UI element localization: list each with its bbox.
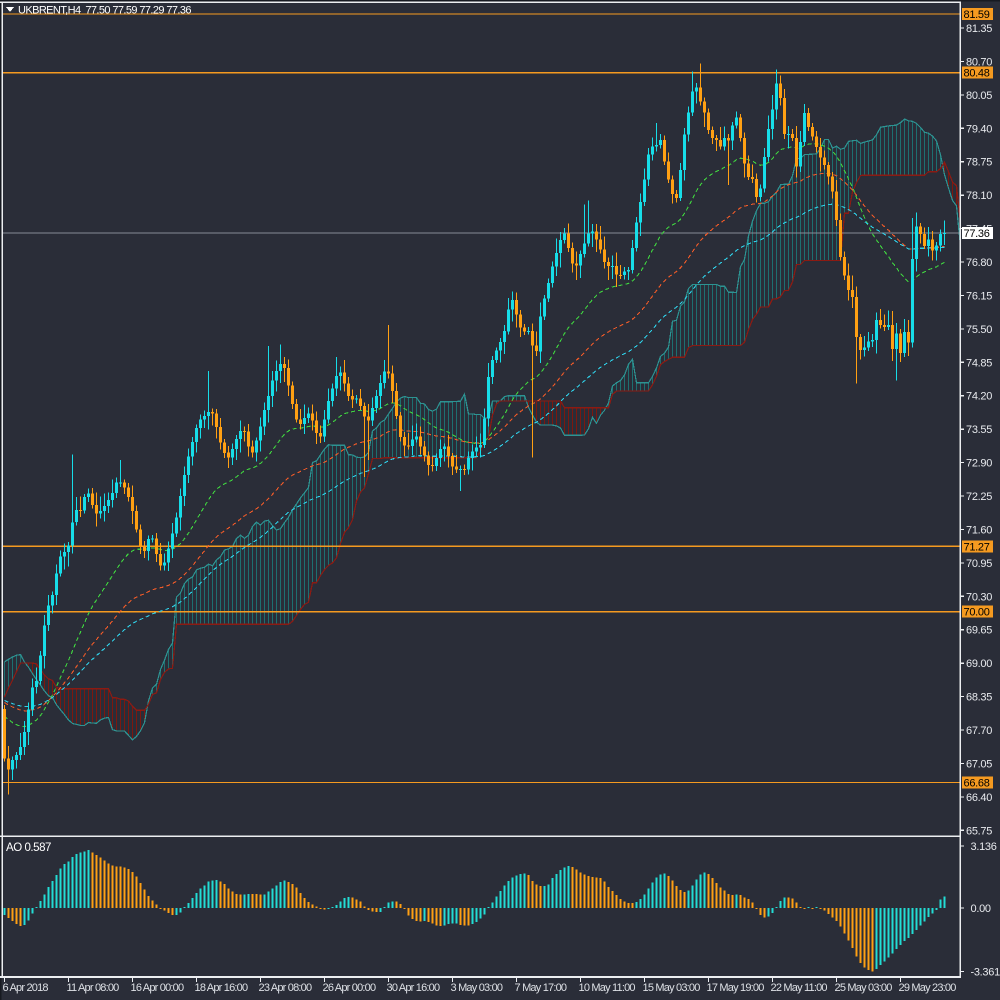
svg-text:UKBRENT,H4 77.50 77.59 77.29: UKBRENT,H4 77.50 77.59 77.29 77.36 [18,5,191,17]
svg-text:3 May 03:00: 3 May 03:00 [451,982,503,994]
svg-text:69.00: 69.00 [966,658,992,670]
svg-text:18 Apr 16:00: 18 Apr 16:00 [195,982,248,994]
svg-text:75.50: 75.50 [966,324,992,336]
svg-text:7 May 17:00: 7 May 17:00 [515,982,567,994]
svg-text:80.70: 80.70 [966,56,992,68]
svg-text:69.65: 69.65 [966,625,992,637]
svg-text:6 Apr 2018: 6 Apr 2018 [3,982,49,994]
svg-text:65.75: 65.75 [966,825,992,837]
svg-text:66.40: 66.40 [966,792,992,804]
svg-text:73.55: 73.55 [966,424,992,436]
svg-text:17 May 19:00: 17 May 19:00 [707,982,765,994]
svg-text:67.70: 67.70 [966,725,992,737]
svg-text:70.95: 70.95 [966,558,992,570]
svg-text:-3.361: -3.361 [971,967,1000,979]
svg-text:74.85: 74.85 [966,357,992,369]
svg-text:3.136: 3.136 [971,841,997,853]
svg-text:29 May 23:00: 29 May 23:00 [899,982,957,994]
svg-text:76.80: 76.80 [966,257,992,269]
svg-text:81.35: 81.35 [966,23,992,35]
svg-text:15 May 03:00: 15 May 03:00 [643,982,701,994]
svg-text:68.35: 68.35 [966,692,992,704]
svg-text:0.00: 0.00 [971,903,991,915]
svg-text:72.25: 72.25 [966,491,992,503]
svg-text:71.60: 71.60 [966,525,992,537]
svg-text:72.90: 72.90 [966,458,992,470]
svg-text:22 May 11:00: 22 May 11:00 [771,982,828,994]
svg-text:10 May 11:00: 10 May 11:00 [579,982,636,994]
svg-text:78.10: 78.10 [966,190,992,202]
svg-text:77.36: 77.36 [964,228,990,240]
svg-text:81.59: 81.59 [964,9,990,21]
svg-text:11 Apr 08:00: 11 Apr 08:00 [67,982,120,994]
svg-text:76.15: 76.15 [966,290,992,302]
svg-text:16 Apr 00:00: 16 Apr 00:00 [131,982,184,994]
svg-text:70.30: 70.30 [966,591,992,603]
svg-text:80.05: 80.05 [966,90,992,102]
svg-text:71.27: 71.27 [964,541,990,553]
svg-text:30 Apr 16:00: 30 Apr 16:00 [387,982,440,994]
svg-text:23 Apr 08:00: 23 Apr 08:00 [259,982,312,994]
svg-text:74.20: 74.20 [966,391,992,403]
svg-text:66.68: 66.68 [964,778,990,790]
svg-text:26 Apr 00:00: 26 Apr 00:00 [323,982,376,994]
svg-text:70.00: 70.00 [964,607,990,619]
svg-text:67.05: 67.05 [966,759,992,771]
svg-text:25 May 03:00: 25 May 03:00 [835,982,893,994]
svg-text:78.75: 78.75 [966,157,992,169]
svg-text:79.40: 79.40 [966,123,992,135]
svg-text:80.48: 80.48 [964,68,990,80]
svg-text:AO 0.587: AO 0.587 [6,842,51,854]
